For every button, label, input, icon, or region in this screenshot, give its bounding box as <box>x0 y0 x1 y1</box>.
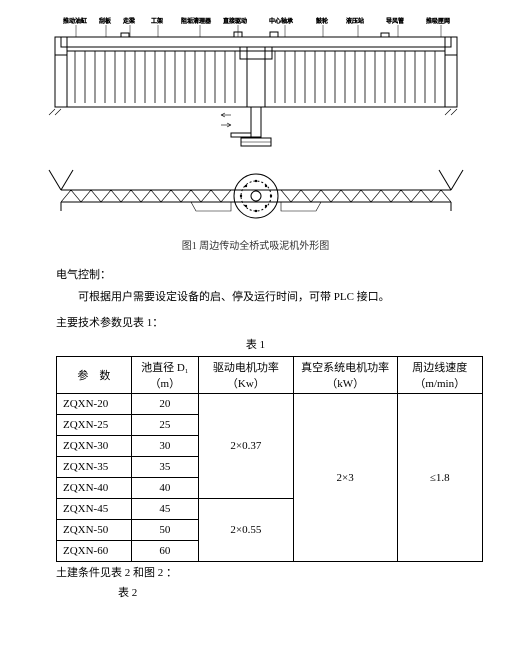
table-cell: ZQXN-25 <box>57 415 132 436</box>
elec-control-label: 电气控制： <box>56 266 483 282</box>
svg-text:直接驱动: 直接驱动 <box>223 17 247 25</box>
elec-control-body: 可根据用户需要设定设备的启、停及运行时间，可带 PLC 接口。 <box>56 288 483 304</box>
table-cell: ≤1.8 <box>397 394 482 562</box>
table-cell: ZQXN-40 <box>57 478 132 499</box>
table-cell: 40 <box>131 478 198 499</box>
table-cell: ZQXN-50 <box>57 520 132 541</box>
table-cell: 2×3 <box>293 394 397 562</box>
svg-text:刮板: 刮板 <box>99 17 111 25</box>
table-cell: 30 <box>131 436 198 457</box>
table-cell: 60 <box>131 541 198 562</box>
table-header: 驱动电机功率（Kw） <box>198 357 293 394</box>
table-cell: 2×0.55 <box>198 499 293 562</box>
document-page: 推动油缸 刮板 走梁 工架 阻垢清理器 直接驱动 中心轴承 鼓轮 液压站 导风管… <box>0 0 511 658</box>
table-header: 周边线速度（m/min） <box>397 357 482 394</box>
diagram-area: 推动油缸 刮板 走梁 工架 阻垢清理器 直接驱动 中心轴承 鼓轮 液压站 导风管… <box>28 10 483 229</box>
svg-text:走梁: 走梁 <box>123 17 135 25</box>
table-cell: 2×0.37 <box>198 394 293 499</box>
table1-title: 表 1 <box>28 336 483 352</box>
svg-text:液压站: 液压站 <box>346 17 364 25</box>
table-cell: 50 <box>131 520 198 541</box>
table-cell: 25 <box>131 415 198 436</box>
table-header: 真空系统电机功率（kW） <box>293 357 397 394</box>
svg-text:中心轴承: 中心轴承 <box>269 17 293 25</box>
table-cell: ZQXN-45 <box>57 499 132 520</box>
table-cell: 35 <box>131 457 198 478</box>
table-cell: ZQXN-30 <box>57 436 132 457</box>
svg-text:推动油缸: 推动油缸 <box>63 17 87 25</box>
table-cell: ZQXN-35 <box>57 457 132 478</box>
below-table-note: 土建条件见表 2 和图 2 ： <box>56 564 483 580</box>
table2-title: 表 2 <box>118 584 483 600</box>
svg-text:推吸匣网: 推吸匣网 <box>426 17 450 25</box>
table-cell: ZQXN-60 <box>57 541 132 562</box>
svg-text:鼓轮: 鼓轮 <box>316 17 328 25</box>
svg-text:阻垢清理器: 阻垢清理器 <box>181 17 211 25</box>
machine-outline-diagram: 推动油缸 刮板 走梁 工架 阻垢清理器 直接驱动 中心轴承 鼓轮 液压站 导风管… <box>41 15 471 225</box>
diagram-caption: 图1 周边传动全桥式吸泥机外形图 <box>28 237 483 252</box>
svg-text:工架: 工架 <box>151 17 163 25</box>
params-table: 参 数池直径 D₁（m）驱动电机功率（Kw）真空系统电机功率（kW）周边线速度（… <box>56 356 483 562</box>
table-cell: 20 <box>131 394 198 415</box>
table-cell: ZQXN-20 <box>57 394 132 415</box>
table-header: 池直径 D₁（m） <box>131 357 198 394</box>
svg-text:导风管: 导风管 <box>386 17 404 25</box>
params-lead: 主要技术参数见表 1： <box>56 314 483 330</box>
table-cell: 45 <box>131 499 198 520</box>
table-header: 参 数 <box>57 357 132 394</box>
